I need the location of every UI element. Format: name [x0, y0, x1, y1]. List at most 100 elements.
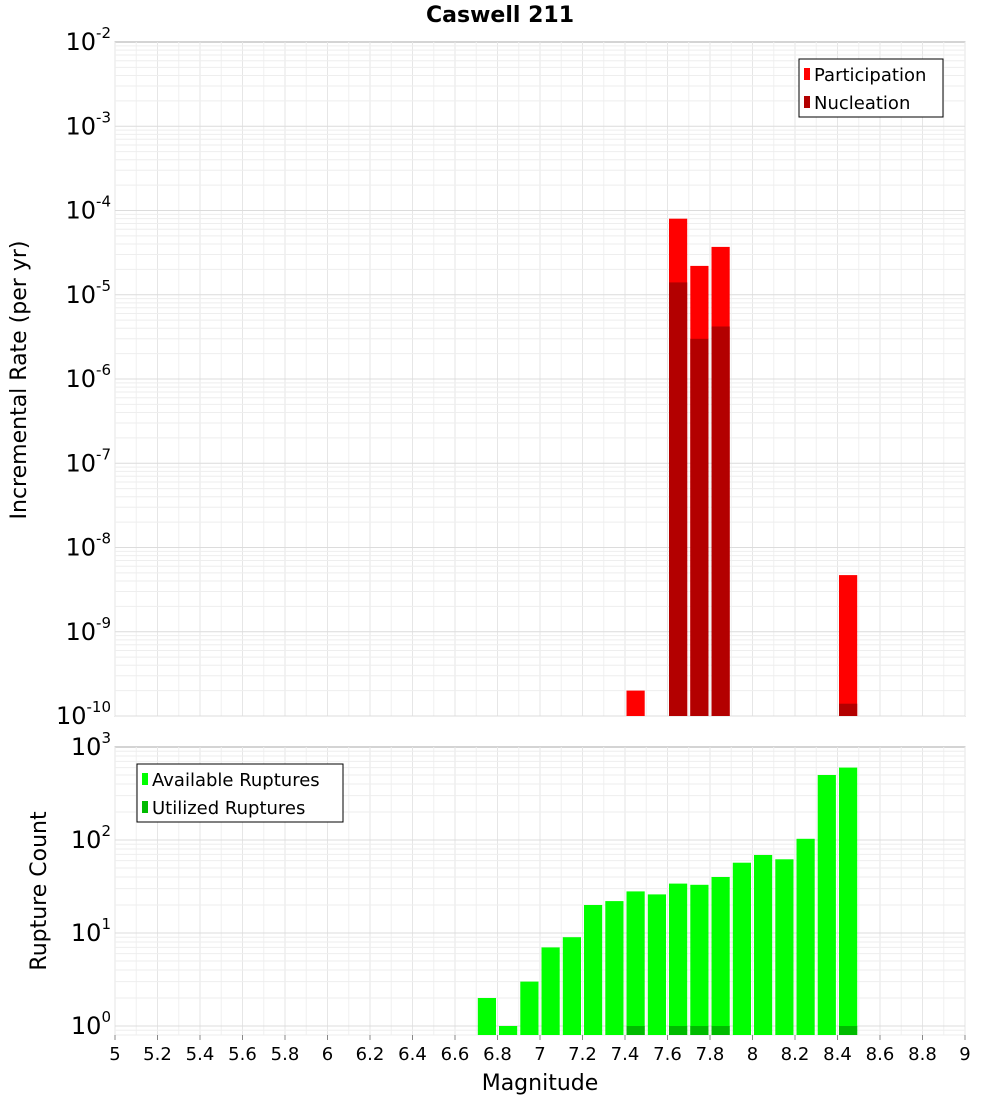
- bar-available-ruptures: [520, 981, 539, 1035]
- bar-available-ruptures: [669, 883, 688, 1035]
- x-tick-label: 7: [534, 1044, 545, 1065]
- x-tick-label: 6.8: [483, 1044, 512, 1065]
- x-tick-label: 5: [109, 1044, 120, 1065]
- bar-available-ruptures: [690, 884, 709, 1035]
- legend-entry: Utilized Ruptures: [152, 798, 305, 819]
- bar-participation: [839, 575, 858, 716]
- y-tick-label: 10-5: [65, 277, 111, 309]
- x-tick-label: 7.8: [696, 1044, 725, 1065]
- legend-entry: Available Ruptures: [152, 770, 320, 791]
- bar-available-ruptures: [562, 937, 581, 1035]
- bar-nucleation: [839, 703, 858, 716]
- y-tick-exponent: -3: [96, 108, 111, 126]
- y-tick-exponent: -5: [96, 277, 111, 295]
- bar-available-ruptures: [732, 862, 751, 1035]
- rate-bars: [626, 218, 858, 716]
- y-tick-base: 10: [65, 28, 96, 56]
- x-axis-label: Magnitude: [482, 1071, 599, 1096]
- bar-available-ruptures: [775, 859, 794, 1035]
- y-tick-exponent: 0: [101, 1008, 111, 1026]
- y-tick-base: 10: [65, 618, 96, 646]
- bar-nucleation: [669, 282, 688, 716]
- legend-box: [798, 58, 944, 118]
- y-tick-label: 101: [71, 915, 111, 947]
- y-tick-base: 10: [65, 534, 96, 562]
- x-tick-label: 8.6: [866, 1044, 895, 1065]
- x-tick-label: 8.8: [908, 1044, 937, 1065]
- x-tick-label: 8: [747, 1044, 758, 1065]
- x-tick-label: 6.4: [398, 1044, 427, 1065]
- bar-available-ruptures: [605, 901, 624, 1035]
- y-tick-label: 10-4: [65, 193, 111, 225]
- y-tick-label: 10-8: [65, 530, 111, 562]
- y-tick-exponent: 1: [101, 915, 111, 933]
- x-axis-ticks: 5 5.2 5.4 5.6 5.8 6 6.2 6.4 6.6 6.8 7 7.2 7.4 7.6 7.8 8…: [109, 1035, 971, 1065]
- y-tick-exponent: -7: [96, 445, 111, 463]
- rate-grid: [114, 42, 966, 717]
- x-tick-label: 7.2: [568, 1044, 597, 1065]
- y-tick-exponent: -10: [87, 698, 112, 716]
- y-tick-label: 10-10: [56, 698, 111, 730]
- chart-title: Caswell 211: [426, 3, 574, 28]
- bar-utilized-ruptures: [690, 1026, 709, 1035]
- bar-nucleation: [690, 338, 709, 716]
- y-tick-exponent: 3: [101, 729, 111, 747]
- x-tick-label: 7.6: [653, 1044, 682, 1065]
- y-tick-label: 10-3: [65, 108, 111, 140]
- rate-y-axis-label: Incremental Rate (per yr): [7, 241, 32, 520]
- y-tick-base: 10: [65, 281, 96, 309]
- y-tick-label: 100: [71, 1008, 111, 1040]
- y-tick-label: 10-7: [65, 445, 111, 477]
- bar-utilized-ruptures: [669, 1026, 688, 1035]
- y-tick-exponent: -8: [96, 530, 111, 548]
- x-tick-label: 8.4: [823, 1044, 852, 1065]
- y-tick-base: 10: [71, 919, 102, 947]
- x-tick-label: 5.8: [271, 1044, 300, 1065]
- x-tick-label: 5.4: [186, 1044, 215, 1065]
- legend-box: [136, 763, 344, 823]
- x-tick-label: 5.6: [228, 1044, 257, 1065]
- bar-available-ruptures: [584, 905, 603, 1035]
- legend-swatch: [804, 96, 810, 108]
- y-tick-exponent: -2: [96, 24, 111, 42]
- bar-utilized-ruptures: [711, 1026, 730, 1035]
- y-tick-base: 10: [71, 826, 102, 854]
- bar-available-ruptures: [477, 998, 496, 1035]
- legend-swatch: [142, 773, 148, 785]
- bar-available-ruptures: [754, 855, 773, 1035]
- y-tick-label: 102: [71, 822, 111, 854]
- x-tick-label: 9: [959, 1044, 970, 1065]
- bar-available-ruptures: [839, 767, 858, 1035]
- rate-panel: 10-210-310-410-510-610-710-810-910-10 In…: [7, 24, 966, 730]
- legend-swatch: [142, 801, 148, 813]
- bar-available-ruptures: [499, 1026, 518, 1035]
- y-tick-base: 10: [65, 197, 96, 225]
- x-tick-label: 8.2: [781, 1044, 810, 1065]
- y-tick-base: 10: [65, 449, 96, 477]
- bar-available-ruptures: [796, 838, 815, 1035]
- count-y-axis-label: Rupture Count: [27, 811, 52, 971]
- x-tick-label: 6.2: [356, 1044, 385, 1065]
- bar-utilized-ruptures: [839, 1026, 858, 1035]
- y-tick-base: 10: [71, 1012, 102, 1040]
- rate-legend: Participation Nucleation: [798, 58, 944, 118]
- y-tick-base: 10: [71, 733, 102, 761]
- bar-utilized-ruptures: [626, 1026, 645, 1035]
- bar-available-ruptures: [711, 877, 730, 1035]
- x-tick-label: 5.2: [143, 1044, 172, 1065]
- y-tick-label: 10-9: [65, 614, 111, 646]
- y-tick-label: 10-6: [65, 361, 111, 393]
- bar-available-ruptures: [541, 947, 560, 1035]
- y-tick-base: 10: [56, 702, 87, 730]
- rate-y-ticks: 10-210-310-410-510-610-710-810-910-10: [56, 24, 111, 730]
- y-tick-exponent: -4: [96, 193, 111, 211]
- y-tick-base: 10: [65, 112, 96, 140]
- y-tick-exponent: 2: [101, 822, 111, 840]
- y-tick-exponent: -9: [96, 614, 111, 632]
- bar-available-ruptures: [817, 775, 836, 1035]
- legend-swatch: [804, 68, 810, 80]
- bar-nucleation: [711, 326, 730, 716]
- bar-available-ruptures: [626, 891, 645, 1035]
